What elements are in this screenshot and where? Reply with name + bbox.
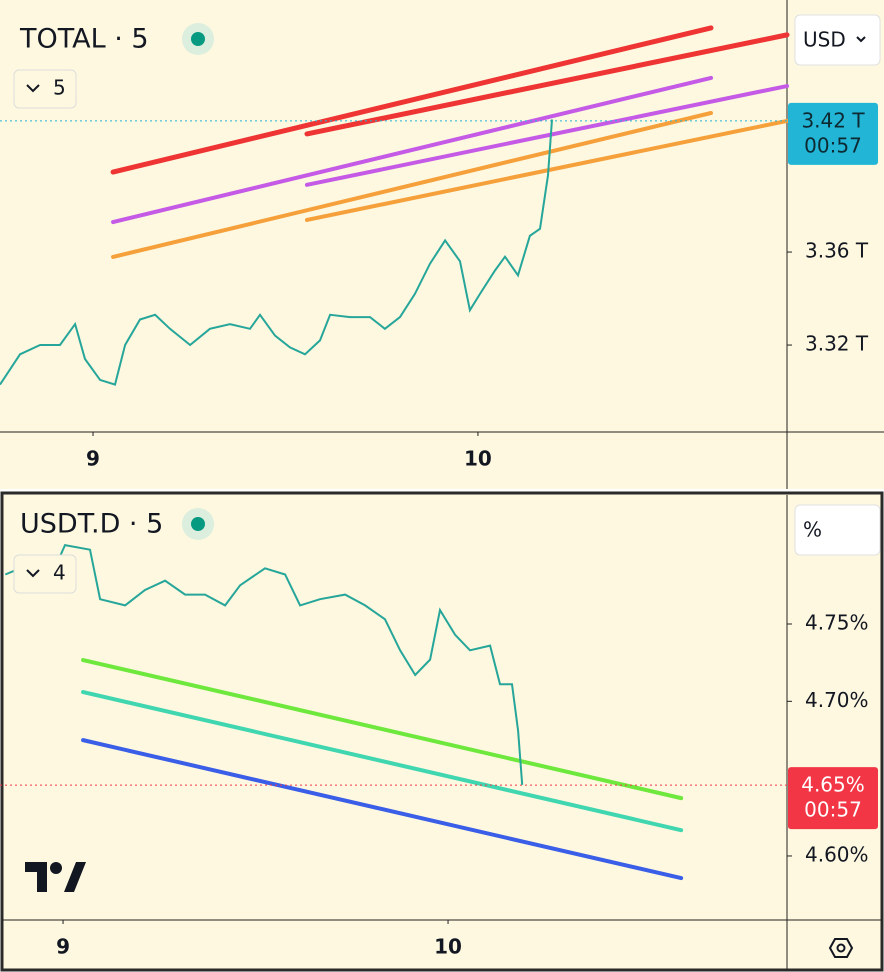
trend-line (111, 110, 713, 259)
currency-box[interactable] (794, 504, 881, 556)
last-price-badge (788, 767, 878, 830)
chart-title: USDT.D · 5 (20, 509, 163, 540)
x-tick-label: 10 (434, 935, 462, 959)
countdown: 00:57 (804, 798, 862, 822)
trend-line (110, 25, 714, 175)
status-dot (191, 517, 205, 531)
status-dot (191, 32, 205, 46)
chevron (26, 569, 40, 578)
trend-line (304, 84, 789, 187)
indicators-count: 5 (53, 76, 66, 100)
y-tick-label: 4.70% (805, 688, 869, 712)
price-line (4, 543, 524, 785)
x-tick-label: 9 (56, 935, 70, 959)
chart-title: TOTAL · 5 (19, 24, 149, 55)
currency-box[interactable] (794, 14, 881, 66)
y-tick-label: 3.32 T (805, 332, 869, 356)
last-price-label: 3.42 T (801, 108, 865, 132)
trend-line (304, 118, 789, 222)
trend-line (81, 658, 684, 801)
price-line (0, 119, 553, 386)
tv-logo (25, 862, 86, 892)
trend-line (81, 738, 684, 881)
indicators-toggle[interactable] (13, 69, 77, 109)
countdown: 00:57 (804, 133, 862, 157)
y-tick-label: 4.75% (805, 610, 869, 634)
chevron (26, 84, 40, 93)
indicators-toggle[interactable] (13, 554, 77, 594)
last-price-label: 4.65% (801, 773, 865, 797)
last-price-badge (788, 102, 878, 165)
x-tick-label: 9 (86, 447, 100, 471)
trend-line (81, 690, 684, 833)
bottom-panel (0, 491, 884, 972)
trend-line (304, 32, 790, 137)
y-tick-label: 4.60% (805, 842, 869, 866)
trend-line (111, 75, 713, 225)
settings-icon-dot (836, 943, 846, 953)
settings-icon[interactable] (828, 938, 854, 958)
chevron (856, 36, 866, 43)
x-tick-label: 10 (464, 447, 492, 471)
currency-label: % (803, 518, 822, 542)
y-tick-label: 3.36 T (805, 239, 869, 263)
currency-label: USD (803, 28, 846, 52)
indicators-count: 4 (53, 561, 66, 585)
